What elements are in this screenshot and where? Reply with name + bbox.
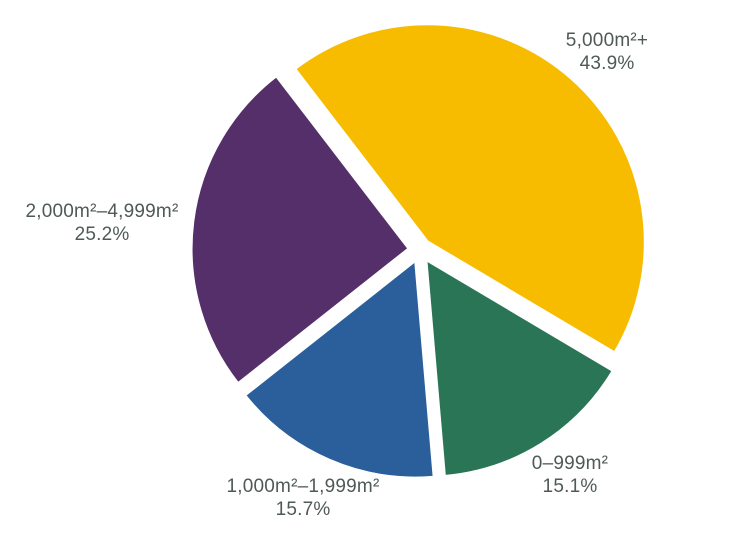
pie-slice-0 bbox=[293, 22, 647, 355]
slice-range-text: 2,000m²–4,999m² bbox=[25, 201, 179, 222]
pie-slice-2 bbox=[243, 258, 436, 480]
slice-label-1000-1999: 1,000m²–1,999m² 15.7% bbox=[227, 475, 380, 521]
slice-range-text: 5,000m²+ bbox=[565, 30, 649, 51]
pie-slice-3 bbox=[189, 74, 411, 386]
slice-label-5000-plus: 5,000m²+ 43.9% bbox=[566, 29, 648, 75]
pie-slice-1 bbox=[424, 257, 615, 479]
slice-percent-text: 25.2% bbox=[74, 224, 130, 245]
slice-percent-text: 43.9% bbox=[579, 53, 635, 74]
slice-range-text: 1,000m²–1,999m² bbox=[226, 476, 380, 497]
slice-percent-text: 15.1% bbox=[542, 476, 598, 497]
slice-percent-text: 15.7% bbox=[275, 499, 331, 520]
slice-label-0-999: 0–999m² 15.1% bbox=[532, 452, 608, 498]
slice-label-2000-4999: 2,000m²–4,999m² 25.2% bbox=[26, 200, 179, 246]
slice-range-text: 0–999m² bbox=[531, 453, 609, 474]
